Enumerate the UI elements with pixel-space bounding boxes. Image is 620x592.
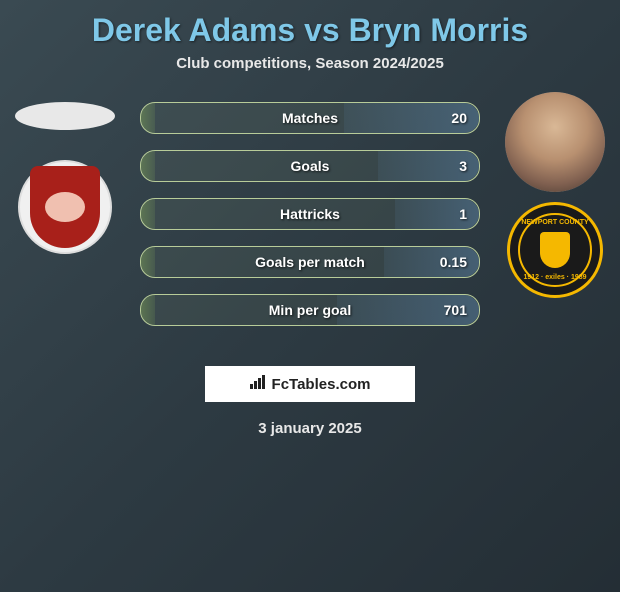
player-right-photo [505,92,605,192]
player-left-photo [15,102,115,130]
club-right-ring: NEWPORT COUNTY 1912 · exiles · 1989 [518,213,592,287]
stat-value-right: 701 [444,302,467,318]
stat-row: Goals 3 [140,150,480,182]
player-left-column [10,92,120,254]
stat-label: Goals per match [255,254,365,270]
stat-label: Matches [282,110,338,126]
stat-value-right: 20 [451,110,467,126]
shrimp-icon [45,192,85,222]
player-right-column: NEWPORT COUNTY 1912 · exiles · 1989 [500,92,610,298]
stat-value-right: 3 [459,158,467,174]
club-right-shield-icon [540,232,570,268]
stat-row: Goals per match 0.15 [140,246,480,278]
comparison-panel: Matches 20 Goals 3 Hattricks 1 Goals per match… [0,92,620,342]
club-left-shield [30,166,100,248]
club-right-badge: NEWPORT COUNTY 1912 · exiles · 1989 [507,202,603,298]
face-icon [505,92,605,192]
stat-row: Min per goal 701 [140,294,480,326]
chart-icon [250,375,268,393]
club-left-badge [18,160,112,254]
stat-label: Min per goal [269,302,351,318]
bar-fill-left [141,247,155,277]
bar-fill-left [141,151,155,181]
branding-text: FcTables.com [272,376,371,393]
stat-row: Matches 20 [140,102,480,134]
bar-fill-left [141,103,155,133]
stat-value-right: 1 [459,206,467,222]
stat-label: Goals [291,158,330,174]
generated-date: 3 january 2025 [0,420,620,437]
club-right-text-bottom: 1912 · exiles · 1989 [523,274,586,281]
branding-badge: FcTables.com [205,366,415,402]
club-right-text-top: NEWPORT COUNTY [521,219,588,226]
page-title: Derek Adams vs Bryn Morris [0,12,620,49]
bar-fill-left [141,199,155,229]
stats-bars: Matches 20 Goals 3 Hattricks 1 Goals per match… [140,102,480,342]
page-subtitle: Club competitions, Season 2024/2025 [0,55,620,72]
stat-value-right: 0.15 [440,254,467,270]
stat-row: Hattricks 1 [140,198,480,230]
stat-label: Hattricks [280,206,340,222]
bar-fill-left [141,295,155,325]
